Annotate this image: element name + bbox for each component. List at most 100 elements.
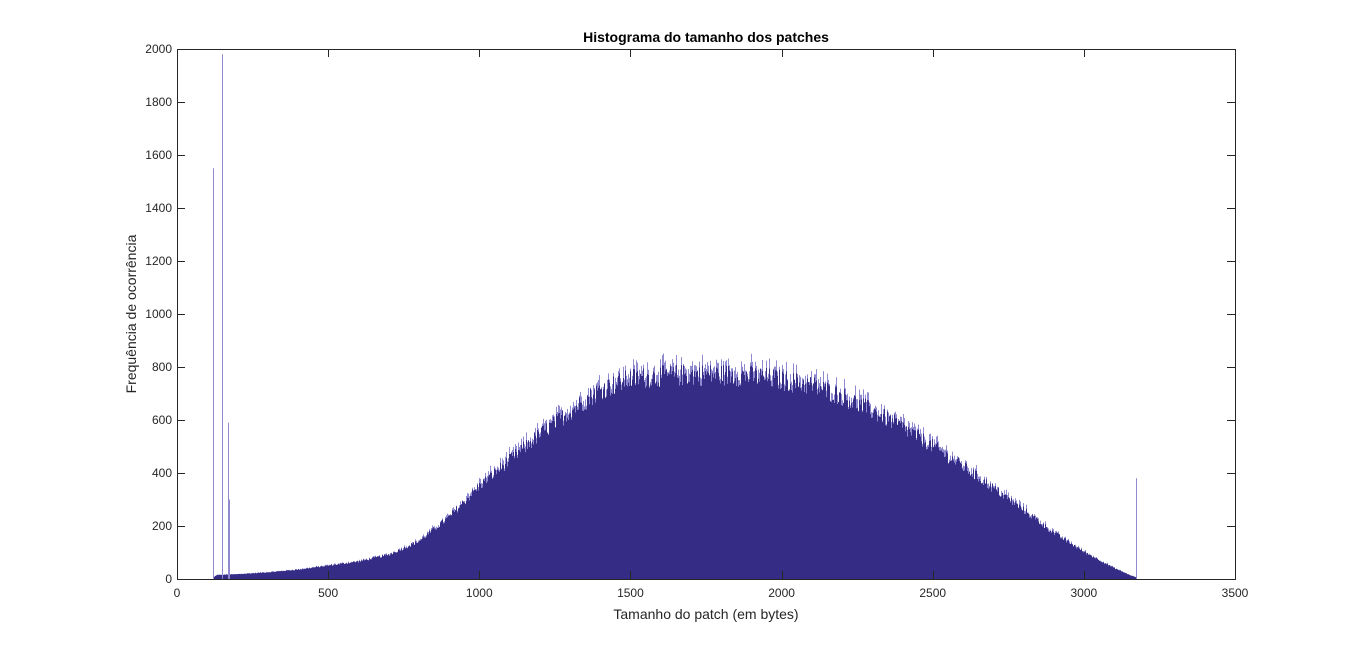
histogram-bar-edge bbox=[665, 360, 666, 371]
histogram-bar bbox=[858, 411, 859, 579]
histogram-bar bbox=[1091, 555, 1092, 579]
histogram-bar bbox=[867, 399, 868, 579]
histogram-bar-edge bbox=[874, 407, 875, 410]
histogram-bar bbox=[626, 384, 627, 579]
histogram-bar-edge bbox=[608, 373, 609, 380]
histogram-bar-edge bbox=[758, 369, 759, 379]
histogram-bar bbox=[552, 420, 553, 579]
histogram-bar-edge bbox=[369, 557, 370, 559]
histogram-bar bbox=[385, 555, 386, 579]
histogram-bar-edge bbox=[737, 371, 738, 377]
y-tick-label: 2000 bbox=[145, 42, 172, 56]
histogram-bar bbox=[243, 573, 244, 579]
histogram-bar bbox=[764, 379, 765, 579]
histogram-bar-edge bbox=[887, 409, 888, 412]
histogram-bar-edge bbox=[743, 370, 744, 372]
histogram-bar bbox=[1122, 571, 1123, 579]
histogram-bar-edge bbox=[745, 370, 746, 381]
histogram-bar bbox=[1112, 566, 1113, 579]
histogram-bar-edge bbox=[432, 525, 433, 529]
histogram-bar-edge bbox=[1021, 507, 1022, 510]
histogram-bar-edge bbox=[656, 375, 657, 382]
histogram-bar-edge bbox=[769, 358, 770, 369]
histogram-bar bbox=[664, 373, 665, 579]
histogram-bar-edge bbox=[484, 478, 485, 481]
histogram-bar-edge bbox=[473, 490, 474, 492]
histogram-bar-edge bbox=[744, 364, 745, 375]
histogram-bar-edge bbox=[337, 563, 338, 565]
histogram-bar-edge bbox=[578, 403, 579, 410]
histogram-bar bbox=[1123, 572, 1124, 579]
histogram-bar bbox=[304, 568, 305, 579]
histogram-bar bbox=[1002, 492, 1003, 579]
histogram-bar-edge bbox=[440, 521, 441, 523]
histogram-bar bbox=[972, 476, 973, 579]
histogram-bar-edge bbox=[629, 377, 630, 386]
histogram-bar bbox=[424, 537, 425, 579]
histogram-bar bbox=[337, 564, 338, 579]
histogram-bar-edge bbox=[633, 359, 634, 369]
histogram-bar bbox=[656, 381, 657, 579]
histogram-bar-edge bbox=[548, 433, 549, 435]
histogram-bar bbox=[288, 570, 289, 579]
histogram-bar bbox=[604, 383, 605, 579]
histogram-bar bbox=[945, 456, 946, 579]
histogram-bar-edge bbox=[966, 461, 967, 464]
histogram-bar bbox=[702, 365, 703, 579]
histogram-bar-edge bbox=[776, 360, 777, 371]
histogram-bar-edge bbox=[904, 418, 905, 425]
histogram-bar bbox=[432, 528, 433, 579]
histogram-bar-edge bbox=[907, 429, 908, 437]
histogram-bar-edge bbox=[1073, 545, 1074, 547]
histogram-bar bbox=[393, 552, 394, 579]
histogram-bar-edge bbox=[903, 414, 904, 423]
histogram-bar bbox=[909, 428, 910, 579]
histogram-bar-edge bbox=[1083, 550, 1084, 553]
histogram-bar-edge bbox=[679, 375, 680, 386]
histogram-bar bbox=[564, 415, 565, 579]
histogram-bar-edge bbox=[384, 553, 385, 555]
histogram-bar bbox=[896, 417, 897, 579]
histogram-bar-edge bbox=[637, 362, 638, 371]
histogram-bar-edge bbox=[837, 394, 838, 404]
histogram-bar bbox=[667, 375, 668, 579]
histogram-bar-edge bbox=[784, 384, 785, 391]
histogram-bar bbox=[713, 377, 714, 579]
histogram-bar bbox=[231, 574, 232, 579]
histogram-bar-edge bbox=[671, 366, 672, 375]
histogram-bar bbox=[971, 473, 972, 579]
histogram-bar bbox=[477, 484, 478, 579]
histogram-bar-edge bbox=[777, 371, 778, 376]
histogram-bar bbox=[628, 382, 629, 579]
histogram-bar bbox=[776, 370, 777, 579]
histogram-bar-edge bbox=[790, 374, 791, 384]
histogram-bar-edge bbox=[884, 405, 885, 409]
histogram-bar bbox=[513, 451, 514, 579]
histogram-bar-edge bbox=[911, 427, 912, 436]
histogram-bar-edge bbox=[332, 565, 333, 566]
histogram-bar bbox=[653, 371, 654, 579]
histogram-bar bbox=[670, 365, 671, 579]
histogram-bar bbox=[848, 408, 849, 579]
histogram-bar-edge bbox=[643, 364, 644, 369]
histogram-bar bbox=[882, 422, 883, 579]
histogram-bar-edge bbox=[938, 441, 939, 448]
histogram-bar bbox=[1022, 510, 1023, 579]
histogram-bar-edge bbox=[361, 559, 362, 561]
histogram-bar bbox=[693, 384, 694, 579]
histogram-bar bbox=[1081, 548, 1082, 579]
histogram-bar bbox=[697, 371, 698, 579]
histogram-bar bbox=[602, 399, 603, 579]
histogram-bar-edge bbox=[782, 365, 783, 372]
histogram-bar bbox=[245, 573, 246, 579]
histogram-bar bbox=[557, 415, 558, 579]
histogram-bar-edge bbox=[630, 368, 631, 372]
histogram-bar bbox=[443, 523, 444, 579]
histogram-bar-edge bbox=[927, 445, 928, 449]
histogram-bar-edge bbox=[1067, 539, 1068, 541]
histogram-bar bbox=[435, 529, 436, 579]
histogram-bar bbox=[310, 568, 311, 579]
histogram-bar bbox=[717, 368, 718, 579]
histogram-bar-edge bbox=[749, 371, 750, 380]
histogram-bar bbox=[378, 556, 379, 579]
